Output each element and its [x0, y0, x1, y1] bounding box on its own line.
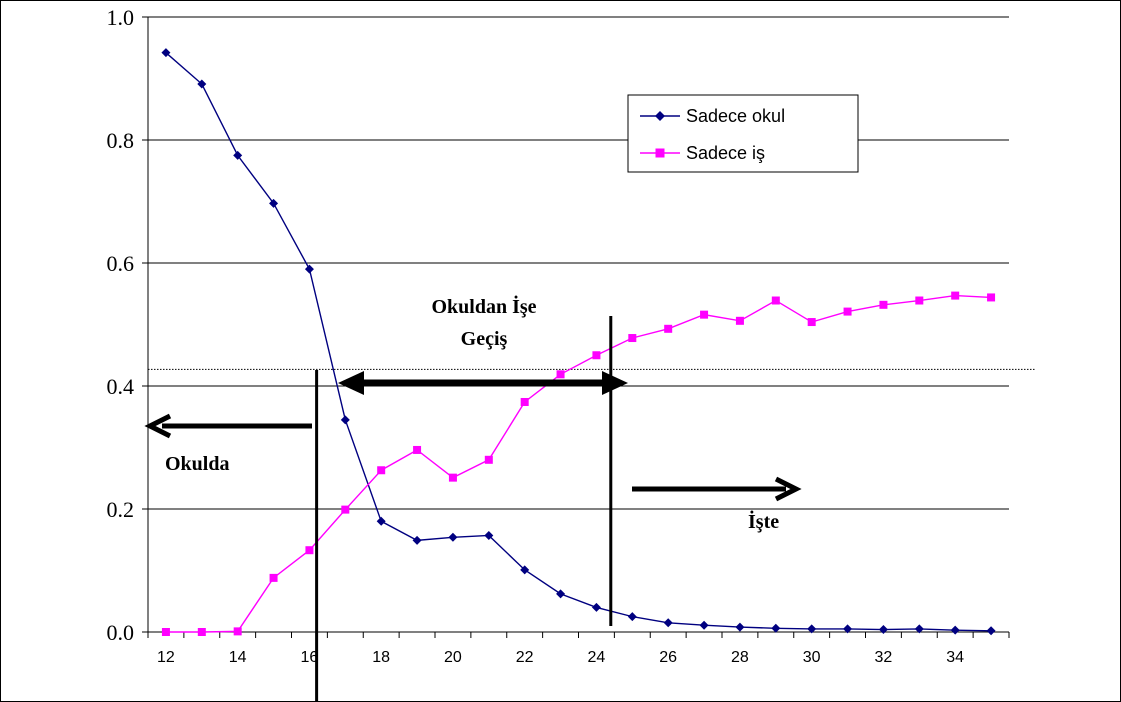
data-point-is — [843, 307, 852, 316]
y-tick-label: 0.4 — [107, 374, 135, 399]
in-school-arrow — [144, 413, 312, 439]
data-point-okul — [771, 623, 781, 633]
data-point-is — [413, 445, 422, 454]
y-tick-label: 0.0 — [107, 620, 135, 645]
data-point-is — [664, 324, 673, 333]
x-tick-label: 14 — [229, 649, 247, 666]
transition-label-line1: Okuldan İşe — [431, 294, 536, 318]
data-point-is — [161, 628, 170, 636]
data-point-is — [197, 628, 206, 636]
data-point-okul — [484, 530, 494, 540]
y-tick-label: 0.8 — [107, 128, 135, 153]
data-point-okul — [520, 565, 530, 575]
data-point-okul — [735, 622, 745, 632]
data-point-okul — [950, 625, 960, 635]
legend: Sadece okul Sadece iş — [627, 94, 859, 173]
data-point-is — [915, 296, 924, 305]
x-tick-label: 20 — [444, 649, 462, 666]
data-point-is — [700, 310, 709, 319]
data-point-okul — [663, 618, 673, 628]
data-point-okul — [233, 150, 243, 160]
series-group — [161, 48, 996, 636]
series-line-okul — [165, 52, 992, 632]
data-point-okul — [914, 624, 924, 634]
legend-item-is: Sadece iş — [640, 143, 765, 163]
data-point-is — [592, 351, 601, 360]
data-point-is — [377, 466, 386, 475]
data-point-is — [448, 473, 457, 482]
transition-label-line2: Geçiş — [461, 328, 508, 350]
data-point-okul — [448, 532, 458, 542]
data-point-is — [269, 573, 278, 582]
y-tick-label: 0.6 — [107, 251, 135, 276]
at-work-arrow — [632, 476, 802, 502]
x-tick-label: 16 — [301, 649, 319, 666]
x-tick-label: 22 — [516, 649, 534, 666]
data-point-okul — [843, 624, 853, 634]
data-point-is — [951, 291, 960, 300]
x-tick-label: 18 — [372, 649, 390, 666]
x-tick-label: 30 — [803, 649, 821, 666]
y-tick-label: 1.0 — [107, 5, 135, 30]
data-point-okul — [161, 48, 171, 58]
x-tick-label: 34 — [946, 649, 964, 666]
data-point-okul — [986, 626, 996, 636]
series-line-is — [165, 294, 992, 633]
data-point-okul — [376, 516, 386, 526]
data-point-okul — [304, 264, 314, 274]
arrows — [144, 371, 802, 502]
axes: 0.0 0.2 0.4 0.6 0.8 1.0 12 14 16 18 20 22 24 26 28 30 32… — [107, 5, 1010, 666]
at-work-label: İşte — [748, 509, 779, 533]
data-point-is — [628, 334, 637, 343]
x-tick-label: 24 — [588, 649, 606, 666]
y-tick-label: 0.2 — [107, 497, 135, 522]
data-point-is — [341, 505, 350, 514]
data-point-okul — [412, 535, 422, 545]
data-point-is — [879, 300, 888, 309]
divider-lines — [315, 316, 613, 702]
legend-item-okul: Sadece okul — [640, 106, 785, 126]
x-tick-label: 12 — [157, 649, 175, 666]
x-tick-label: 32 — [875, 649, 893, 666]
x-tick-label: 28 — [731, 649, 749, 666]
data-point-okul — [627, 612, 637, 622]
data-point-okul — [807, 624, 817, 634]
data-point-okul — [556, 589, 566, 599]
data-point-okul — [878, 625, 888, 635]
x-tick-label: 26 — [659, 649, 677, 666]
data-point-okul — [340, 415, 350, 425]
data-point-is — [807, 318, 816, 327]
data-point-is — [305, 546, 314, 555]
data-point-okul — [699, 620, 709, 630]
data-point-okul — [591, 602, 601, 612]
data-point-is — [987, 293, 996, 302]
legend-label-is: Sadece iş — [686, 143, 765, 163]
transition-double-arrow — [338, 371, 628, 395]
data-point-is — [233, 627, 242, 636]
data-point-is — [556, 370, 565, 379]
legend-box — [627, 94, 859, 173]
data-point-okul — [269, 198, 279, 208]
data-point-is — [771, 296, 780, 305]
data-point-is — [484, 455, 493, 464]
data-point-okul — [197, 79, 207, 89]
data-point-is — [520, 397, 529, 406]
in-school-label: Okulda — [165, 453, 229, 475]
data-point-is — [735, 316, 744, 325]
legend-label-okul: Sadece okul — [686, 106, 785, 126]
